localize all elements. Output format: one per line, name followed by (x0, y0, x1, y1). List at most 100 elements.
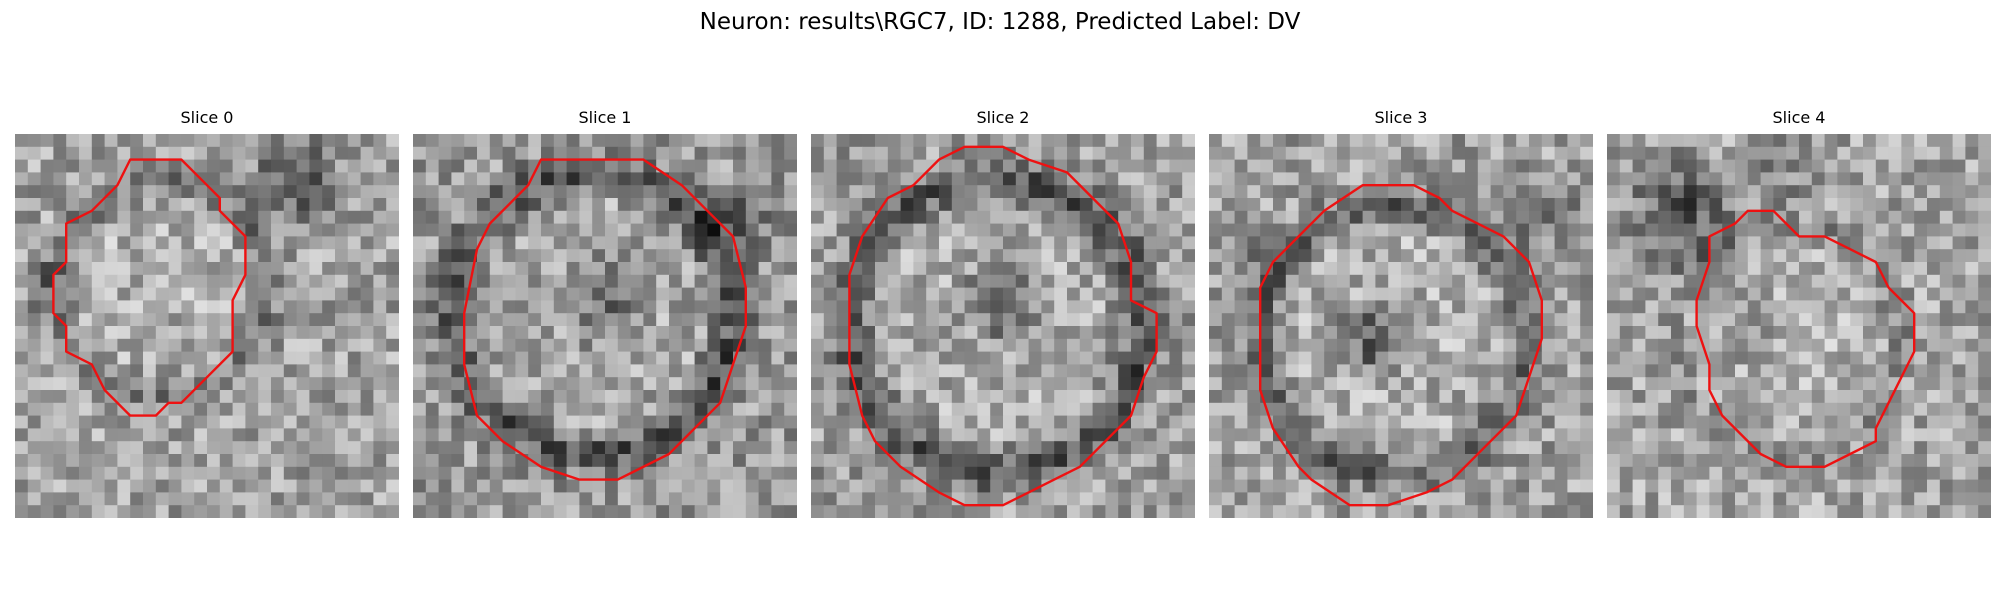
pixel-tile (875, 172, 889, 186)
pixel-tile (232, 492, 246, 506)
pixel-tile (1285, 146, 1299, 160)
pixel-tile (1632, 492, 1646, 506)
pixel-tile (939, 364, 953, 378)
pixel-tile (1863, 402, 1877, 416)
pixel-tile (1580, 479, 1593, 493)
pixel-tile (464, 223, 478, 237)
pixel-tile (219, 364, 233, 378)
pixel-tile (271, 402, 285, 416)
pixel-tile (1285, 326, 1299, 340)
pixel-tile (464, 262, 478, 276)
pixel-tile (681, 390, 695, 404)
pixel-tile (811, 249, 825, 263)
pixel-tile (1567, 300, 1581, 314)
pixel-tile (1850, 492, 1864, 506)
pixel-tile (117, 326, 131, 340)
pixel-tile (900, 377, 914, 391)
pixel-tile (1952, 402, 1966, 416)
pixel-tile (1388, 146, 1402, 160)
pixel-tile (1324, 274, 1338, 288)
pixel-tile (1735, 300, 1749, 314)
pixel-tile (1927, 287, 1941, 301)
pixel-tile (91, 428, 105, 442)
pixel-tile (1927, 390, 1941, 404)
pixel-tile (553, 441, 567, 455)
pixel-tile (694, 262, 708, 276)
pixel-tile (1260, 274, 1274, 288)
pixel-tile (900, 492, 914, 506)
pixel-tile (258, 198, 272, 212)
pixel-tile (1234, 146, 1248, 160)
pixel-tile (117, 364, 131, 378)
pixel-tile (1375, 351, 1389, 365)
pixel-tile (553, 364, 567, 378)
pixel-tile (1131, 454, 1145, 468)
pixel-tile (271, 326, 285, 340)
pixel-tile (413, 402, 427, 416)
pixel-tile (1888, 134, 1902, 148)
pixel-tile (1169, 198, 1183, 212)
pixel-tile (438, 287, 452, 301)
pixel-tile (1888, 146, 1902, 160)
pixel-tile (207, 351, 221, 365)
pixel-tile (1619, 146, 1633, 160)
pixel-tile (836, 466, 850, 480)
pixel-tile (1632, 364, 1646, 378)
pixel-tile (1337, 338, 1351, 352)
pixel-tile (53, 351, 67, 365)
pixel-tile (1901, 454, 1915, 468)
pixel-tile (1632, 466, 1646, 480)
pixel-tile (771, 300, 785, 314)
pixel-tile (1722, 441, 1736, 455)
pixel-tile (1863, 274, 1877, 288)
pixel-tile (1285, 313, 1299, 327)
pixel-tile (373, 441, 387, 455)
pixel-tile (990, 223, 1004, 237)
pixel-tile (130, 338, 144, 352)
pixel-tile (40, 236, 54, 250)
pixel-tile (413, 441, 427, 455)
pixel-tile (1298, 262, 1312, 276)
pixel-tile (643, 210, 657, 224)
pixel-tile (1914, 159, 1928, 173)
pixel-tile (1658, 249, 1672, 263)
pixel-tile (309, 466, 323, 480)
pixel-tile (1658, 210, 1672, 224)
pixel-tile (1837, 338, 1851, 352)
pixel-tile (168, 249, 182, 263)
pixel-tile (541, 134, 555, 148)
pixel-tile (823, 454, 837, 468)
pixel-tile (1401, 134, 1415, 148)
pixel-tile (1811, 146, 1825, 160)
pixel-tile (990, 159, 1004, 173)
pixel-tile (1105, 134, 1119, 148)
pixel-tile (939, 351, 953, 365)
pixel-tile (823, 262, 837, 276)
pixel-tile (733, 364, 747, 378)
pixel-tile (155, 505, 169, 518)
pixel-tile (707, 274, 721, 288)
pixel-tile (990, 210, 1004, 224)
pixel-tile (1401, 377, 1415, 391)
pixel-tile (1490, 313, 1504, 327)
pixel-tile (502, 249, 516, 263)
pixel-tile (1850, 351, 1864, 365)
pixel-tile (1362, 479, 1376, 493)
pixel-tile (1747, 428, 1761, 442)
pixel-tile (887, 428, 901, 442)
pixel-tile (386, 223, 399, 237)
pixel-tile (656, 338, 670, 352)
pixel-tile (1337, 249, 1351, 263)
pixel-tile (1209, 326, 1223, 340)
pixel-tile (1863, 364, 1877, 378)
pixel-tile (836, 236, 850, 250)
pixel-tile (296, 326, 310, 340)
pixel-tile (413, 223, 427, 237)
pixel-tile (1580, 159, 1593, 173)
pixel-tile (245, 198, 259, 212)
pixel-tile (168, 326, 182, 340)
pixel-tile (194, 287, 208, 301)
pixel-tile (515, 146, 529, 160)
pixel-tile (335, 390, 349, 404)
pixel-tile (630, 505, 644, 518)
